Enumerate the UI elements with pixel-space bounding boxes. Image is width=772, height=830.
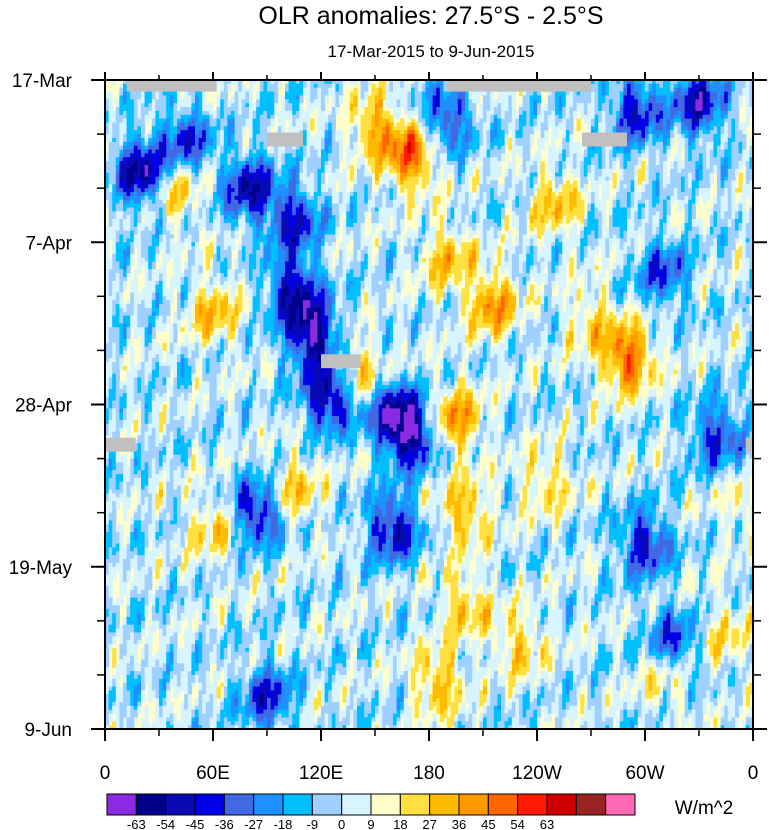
y-axis: 17-Mar 7-Apr 28-Apr 19-May 9-Jun [9,71,767,741]
colorbar-level-label: 27 [422,817,436,830]
colorbar-swatch [517,793,548,816]
colorbar-swatch [135,793,167,816]
colorbar-level-label: -54 [156,817,175,830]
colorbar-level-label: -27 [244,817,263,830]
colorbar-level-label: 0 [338,817,345,830]
colorbar-level-label: 54 [510,817,524,830]
missing-data-block [582,132,627,147]
chart-subtitle: 17-Mar-2015 to 9-Jun-2015 [328,42,535,61]
missing-data-block [105,437,136,452]
colorbar-swatch [458,793,489,816]
minor-ticks [97,75,761,736]
y-tick-label: 7-Apr [26,233,73,254]
colorbar-swatch [106,793,137,816]
colorbar-level-label: -63 [127,817,146,830]
missing-data-block [126,80,217,92]
colorbar-swatch [575,793,607,816]
colorbar-swatch [194,793,225,816]
missing-data-block [321,354,361,369]
colorbar-swatch [399,793,431,816]
colorbar-swatch [370,793,401,816]
colorbar-swatch [341,793,372,816]
x-tick-label: 120E [299,763,343,784]
y-tick-label: 9-Jun [24,720,72,741]
colorbar-swatch [605,793,636,816]
missing-data-layer [105,80,753,452]
y-tick-label: 28-Apr [15,396,73,417]
colorbar: -63 -54 -45 -36 -27 -18 -9 0 9 18 27 36 45 54 63 [106,793,636,830]
colorbar-level-label: 9 [367,817,374,830]
colorbar-swatch [165,793,196,816]
x-tick-label: 180 [413,763,445,784]
colorbar-level-label: -18 [274,817,293,830]
x-axis: 0 60E 120E 180 120W 60W 0 [100,72,759,784]
chart-title: OLR anomalies: 27.5°S - 2.5°S [258,2,603,30]
colorbar-swatch [429,793,460,816]
colorbar-swatch [282,793,313,816]
missing-data-block [447,80,591,92]
colorbar-units: W/m^2 [675,798,734,819]
colorbar-level-label: -36 [215,817,234,830]
colorbar-swatch [546,793,577,816]
colorbar-swatch [253,793,284,816]
anomaly-field [105,80,753,729]
y-tick-label: 19-May [9,558,73,579]
missing-data-block [267,132,303,147]
colorbar-level-label: 63 [540,817,554,830]
colorbar-swatch [311,793,343,816]
colorbar-level-label: -9 [307,817,319,830]
colorbar-level-label: -45 [186,817,205,830]
x-tick-label: 0 [100,763,111,784]
colorbar-level-label: 18 [393,817,407,830]
x-tick-label: 120W [512,763,562,784]
missing-data-block [745,437,753,452]
colorbar-level-label: 45 [481,817,495,830]
colorbar-level-label: 36 [452,817,466,830]
colorbar-swatch [223,793,255,816]
x-tick-label: 60W [625,763,664,784]
x-tick-label: 0 [748,763,759,784]
x-tick-label: 60E [196,763,230,784]
colorbar-swatch [487,793,519,816]
y-tick-label: 17-Mar [12,71,73,92]
